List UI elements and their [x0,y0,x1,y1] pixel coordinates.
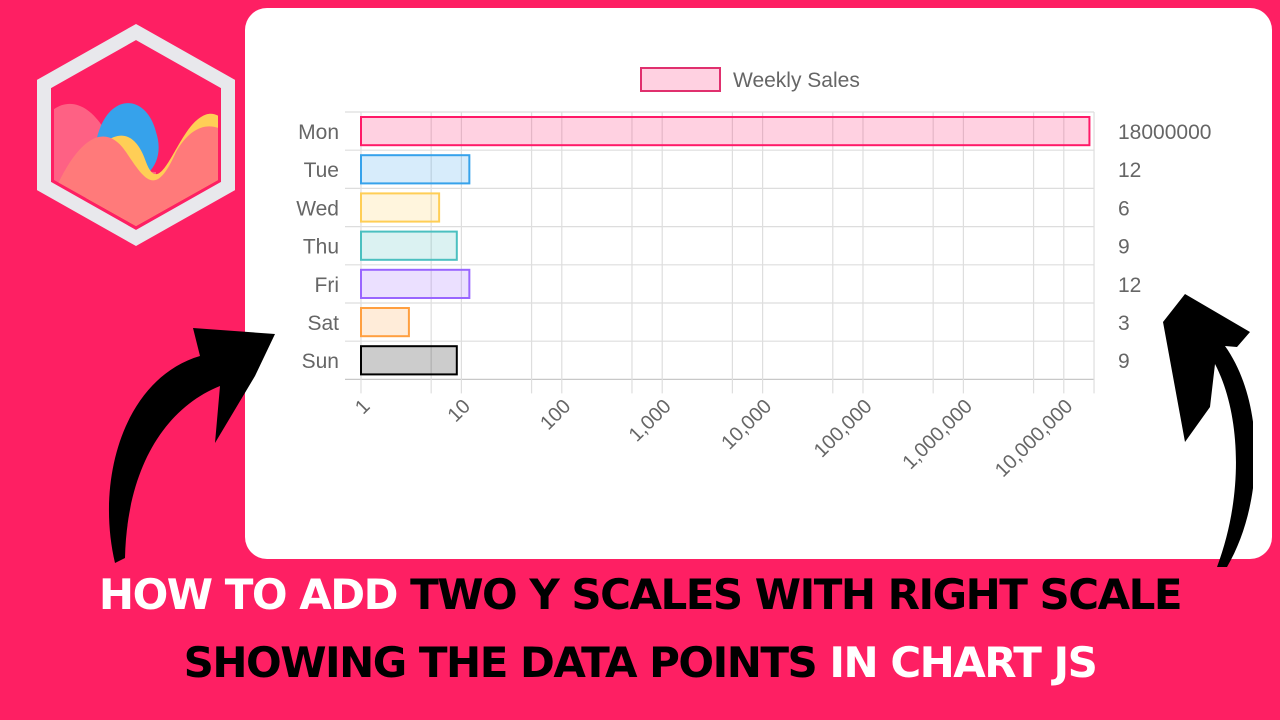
x-axis-tick-label: 1,000 [625,395,676,446]
y-axis-right-label: 18000000 [1118,121,1211,144]
y-axis-right-label: 9 [1118,236,1130,259]
x-axis-tick-label: 1,000,000 [898,395,976,473]
legend-swatch[interactable] [640,67,721,92]
y-axis-left-label: Tue [304,159,339,182]
y-axis-right-label: 9 [1118,350,1130,373]
y-axis-left-label: Sun [302,350,339,373]
y-axis-right-label: 6 [1118,197,1130,220]
title-segment: HOW TO ADD [98,570,411,619]
y-axis-right-label: 12 [1118,274,1141,297]
y-axis-right-label: 12 [1118,159,1141,182]
x-axis-tick-label: 10,000,000 [991,395,1077,481]
title-segment: TWO Y SCALES WITH RIGHT SCALE [410,570,1183,619]
legend-label[interactable]: Weekly Sales [733,69,860,92]
video-title-line-1: HOW TO ADD TWO Y SCALES WITH RIGHT SCALE [0,570,1280,619]
y-axis-right-label: 3 [1118,312,1130,335]
bar-wed[interactable] [360,192,441,223]
title-segment: IN CHART JS [829,638,1097,687]
x-axis-tick-label: 100,000 [810,395,877,462]
y-axis-left-label: Thu [303,236,339,259]
bar-sun[interactable] [360,345,458,376]
bar-sat[interactable] [360,307,410,338]
y-axis-left-label: Fri [315,274,340,297]
y-axis-left-label: Sat [307,312,339,335]
chartjs-logo-icon [37,23,235,247]
bar-mon[interactable] [360,116,1091,147]
title-segment: SHOWING THE DATA POINTS [183,638,830,687]
x-axis-tick-label: 1 [351,395,374,418]
y-axis-left-label: Wed [296,197,339,220]
bar-fri[interactable] [360,268,471,299]
x-axis-tick-label: 100 [536,395,575,434]
bar-thu[interactable] [360,230,458,261]
bar-tue[interactable] [360,154,471,185]
x-axis-tick-label: 10 [444,395,475,426]
curved-arrow-left-icon [108,328,276,563]
curved-arrow-right-icon [1163,294,1253,567]
chart-card [245,8,1272,559]
x-axis-tick-label: 10,000 [717,395,776,454]
y-axis-left-label: Mon [298,121,339,144]
video-title-line-2: SHOWING THE DATA POINTS IN CHART JS [0,638,1280,687]
